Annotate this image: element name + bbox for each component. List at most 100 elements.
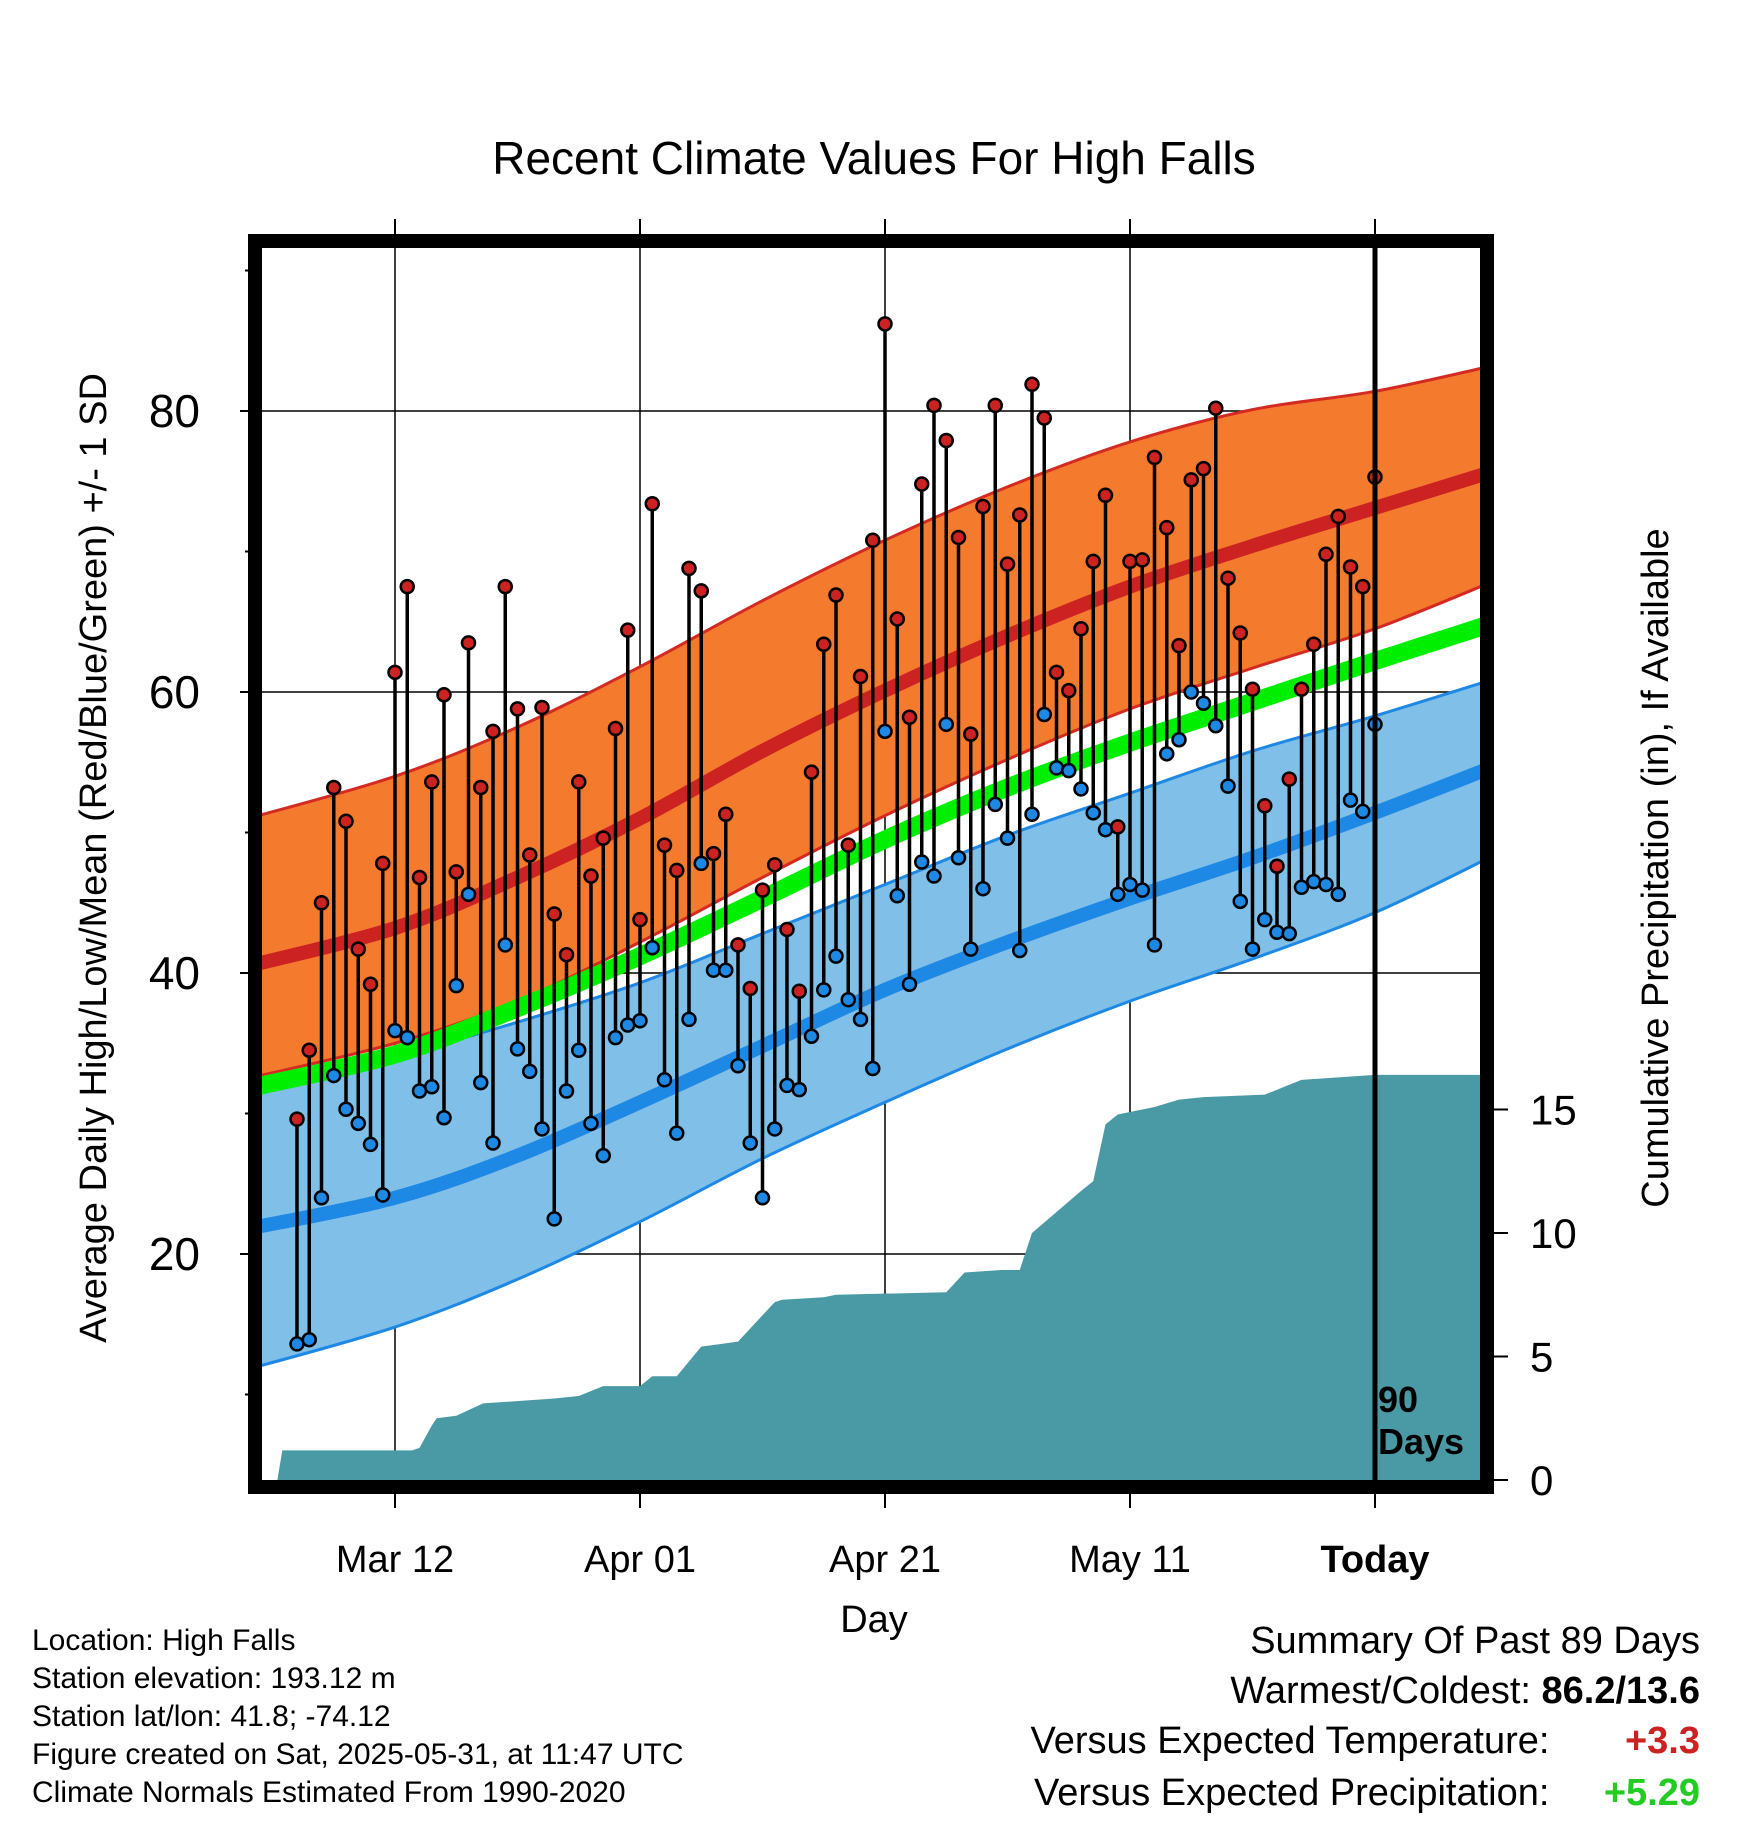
y-tick-label: 80	[149, 385, 200, 437]
high-point	[963, 726, 979, 742]
y2-tick-label: 5	[1530, 1334, 1553, 1381]
low-point	[1085, 805, 1101, 821]
low-point	[1110, 886, 1126, 903]
low-point	[754, 1190, 771, 1206]
created-text: Figure created on Sat, 2025-05-31, at 11…	[32, 1738, 684, 1771]
high-point	[497, 578, 513, 595]
x-tick-label: Mar 12	[336, 1539, 454, 1581]
high-point	[828, 587, 844, 603]
high-point	[424, 774, 440, 790]
low-point	[473, 1074, 489, 1091]
high-point	[448, 864, 464, 880]
high-point	[1073, 621, 1089, 637]
low-point	[803, 1028, 820, 1044]
high-point	[816, 636, 832, 652]
x-tick-label: Today	[1320, 1539, 1429, 1581]
y-axis-label: Average Daily High/Low/Mean (Red/Blue/Gr…	[73, 373, 115, 1343]
low-point	[1244, 941, 1261, 957]
plot-area: 20 40 60 80 0 5 10 15 Mar 12 Apr 01 Apr 21 May 11 To…	[149, 219, 1577, 1581]
normals-text: Climate Normals Estimated From 1990-2020	[32, 1776, 626, 1809]
high-point	[571, 774, 587, 790]
y2-tick-label: 0	[1530, 1457, 1553, 1504]
low-point	[534, 1121, 550, 1137]
low-point	[436, 1109, 452, 1126]
today-days-line2: Days	[1378, 1421, 1464, 1462]
low-point	[1208, 717, 1224, 734]
high-point	[644, 495, 660, 512]
high-point	[693, 583, 709, 599]
low-point	[338, 1101, 354, 1118]
high-point	[840, 837, 856, 853]
low-point	[1306, 873, 1322, 890]
high-point	[1012, 507, 1028, 523]
low-point	[485, 1135, 501, 1151]
high-point	[1293, 681, 1310, 697]
low-point	[350, 1115, 366, 1132]
high-point	[1244, 681, 1261, 697]
high-point	[889, 611, 905, 627]
high-point	[546, 906, 562, 922]
low-point	[460, 886, 477, 903]
low-point	[767, 1121, 783, 1137]
low-point	[595, 1147, 611, 1164]
high-point	[485, 723, 501, 740]
temp-label: Versus Expected Temperature:	[1030, 1720, 1550, 1762]
low-point	[1012, 942, 1028, 959]
high-point	[326, 779, 342, 796]
high-point	[460, 635, 477, 651]
high-point	[1355, 578, 1371, 595]
low-point	[301, 1331, 317, 1348]
normal-mean-line	[262, 617, 1480, 1095]
high-point	[681, 560, 697, 577]
low-point	[999, 830, 1016, 846]
low-point	[718, 962, 734, 978]
low-point	[1024, 806, 1040, 822]
high-point	[350, 941, 366, 957]
high-point	[436, 687, 452, 703]
plot-frame	[248, 234, 1494, 1494]
high-point	[1220, 570, 1236, 586]
high-point	[987, 397, 1003, 414]
high-point	[852, 668, 869, 685]
low-point	[1122, 876, 1138, 893]
low-point	[1220, 778, 1236, 794]
x-tick-label: Apr 01	[584, 1539, 696, 1581]
x-axis-label: Day	[840, 1599, 908, 1641]
high-point	[730, 937, 746, 953]
high-point	[779, 921, 795, 938]
precip-anomaly-value: +5.29	[1603, 1772, 1700, 1814]
summary-precip: Versus Expected Precipitation: +5.29	[1034, 1772, 1700, 1815]
low-point	[1293, 879, 1310, 896]
high-point	[999, 556, 1016, 572]
high-point	[1318, 546, 1334, 563]
low-point	[742, 1135, 758, 1151]
high-point	[313, 895, 330, 911]
high-point	[1183, 472, 1199, 488]
location-text: Location: High Falls	[32, 1624, 296, 1657]
low-point	[681, 1011, 697, 1028]
low-point	[1134, 882, 1150, 898]
low-point	[950, 850, 967, 866]
high-point	[509, 701, 526, 717]
high-point	[620, 622, 636, 638]
x-tick-label: Apr 21	[829, 1539, 941, 1581]
low-point	[448, 977, 464, 994]
high-point	[877, 316, 893, 332]
low-point	[901, 976, 918, 992]
low-point	[1318, 876, 1334, 893]
high-point	[938, 432, 954, 449]
x-tick-label: May 11	[1069, 1539, 1191, 1581]
low-point	[1330, 886, 1346, 903]
high-point	[399, 578, 415, 595]
elevation-text: Station elevation: 193.12 m	[32, 1662, 396, 1695]
high-point	[742, 980, 758, 997]
low-point	[362, 1136, 379, 1153]
low-point	[583, 1115, 599, 1132]
high-point	[1048, 664, 1065, 681]
low-point	[1269, 924, 1285, 941]
low-point	[387, 1022, 403, 1039]
low-point	[828, 948, 844, 964]
high-point	[1208, 400, 1224, 416]
low-point	[987, 796, 1003, 813]
